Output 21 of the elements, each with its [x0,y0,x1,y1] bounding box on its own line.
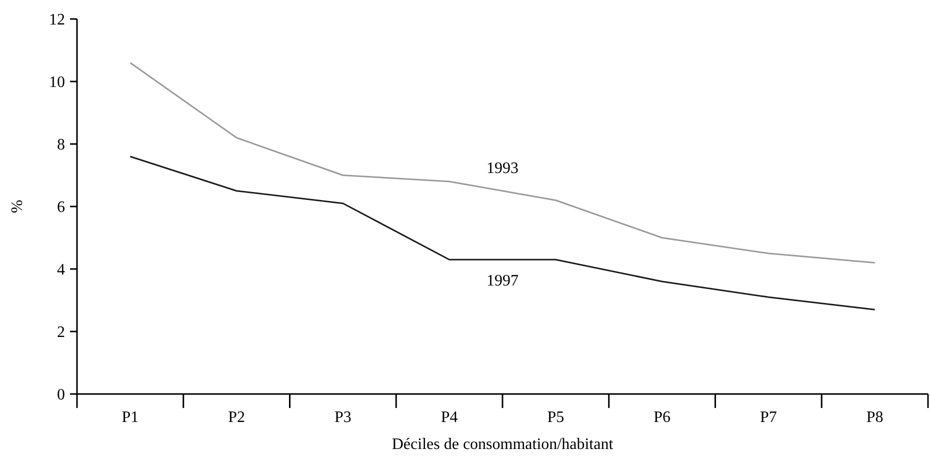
y-tick-label: 2 [57,324,65,342]
series-label: 1993 [486,160,518,177]
x-tick-label: P7 [760,409,777,426]
y-tick-label: 8 [57,136,65,154]
y-tick-label: 12 [49,12,65,29]
line-series [129,62,876,264]
x-tick-label: P8 [866,409,884,426]
y-axis-title: % [9,200,26,214]
x-tick-label: P6 [654,409,671,426]
y-tick-label: 10 [49,74,65,92]
x-tick-label: P4 [440,409,458,426]
x-tick-label: P1 [122,409,139,426]
y-tick-label: 4 [57,262,65,279]
x-tick-label: P3 [334,409,352,426]
x-axis-title: Déciles de consommation/habitant [392,436,614,453]
x-tick-label: P2 [228,409,246,426]
y-tick-label: 0 [57,386,65,404]
y-tick-label: 6 [57,199,65,216]
x-tick-label: P5 [547,409,564,426]
line-series [129,156,876,310]
series-label: 1997 [486,272,518,290]
